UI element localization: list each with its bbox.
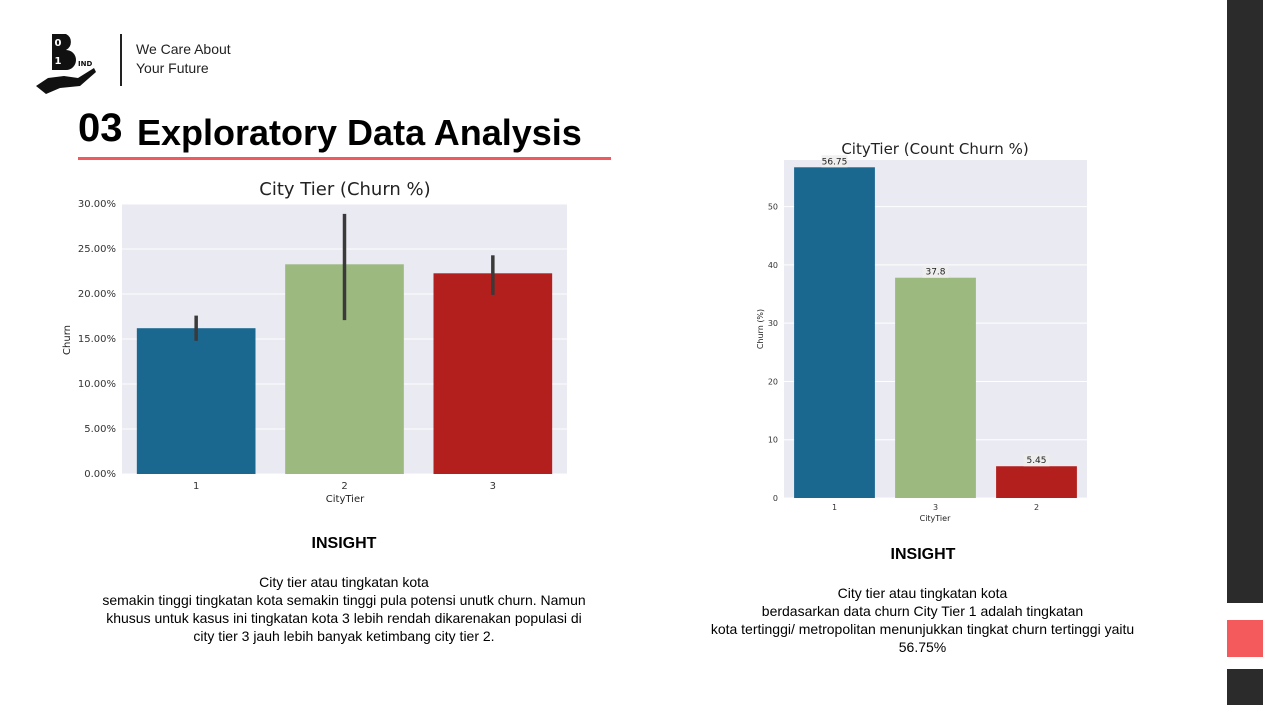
insight-left-line-4: city tier 3 jauh lebih banyak ketimbang … [193, 628, 495, 644]
chart-left-bar-3 [433, 273, 553, 474]
chart-left-ytick-label: 30.00% [78, 199, 116, 210]
chart-right-xtick-label: 2 [1034, 503, 1039, 512]
chart-right-xlabel: CityTier [920, 514, 951, 523]
chart-left-title: City Tier (Churn %) [259, 179, 430, 200]
insight-right-heading: INSIGHT [890, 546, 956, 563]
insight-left-heading: INSIGHT [311, 535, 377, 552]
chart-left-ylabel: Churn [62, 325, 73, 355]
chart-left-ytick-label: 0.00% [84, 469, 116, 480]
chart-right-bar-1 [794, 167, 875, 498]
chart-right-xtick-label: 3 [933, 503, 938, 512]
logo-divider [120, 34, 122, 86]
chart-city-tier-churn: City Tier (Churn %) CityTier Churn 0.00%… [62, 179, 567, 505]
chart-left-ytick-label: 20.00% [78, 289, 116, 300]
logo-digit-top: 0 [55, 38, 62, 49]
side-bar-accent [1227, 620, 1263, 657]
insight-right-line-1: City tier atau tingkatan kota [837, 585, 1008, 601]
insight-right-line-2: berdasarkan data churn City Tier 1 adala… [761, 603, 1084, 619]
chart-right-data-label-2: 5.45 [1026, 456, 1046, 466]
logo-digit-bottom: 1 [55, 56, 62, 67]
chart-city-tier-count-churn: CityTier (Count Churn %) CityTier Churn … [756, 140, 1087, 523]
chart-right-bar-3 [895, 277, 976, 498]
chart-right-data-label-3: 37.8 [925, 268, 945, 278]
page-title: Exploratory Data Analysis [137, 112, 582, 153]
insight-left-line-3: khusus untuk kasus ini tingkatan kota 3 … [106, 610, 582, 626]
chart-left-ytick-label: 25.00% [78, 244, 116, 255]
chart-left-xlabel: CityTier [326, 494, 365, 505]
tagline-line-2: Your Future [136, 60, 209, 76]
title-underline [78, 157, 611, 160]
chart-right-ytick-label: 50 [768, 203, 778, 212]
chart-right-xtick-label: 1 [832, 503, 837, 512]
insight-left-line-1: City tier atau tingkatan kota [259, 574, 429, 590]
insight-right-line-3: kota tertinggi/ metropolitan menunjukkan… [710, 621, 1135, 637]
chart-left-xtick-label: 2 [341, 481, 347, 492]
chart-right-ytick-label: 10 [768, 436, 778, 445]
insight-right-body: City tier atau tingkatan kota berdasarka… [660, 584, 1185, 656]
chart-right-ytick-label: 0 [773, 494, 778, 503]
chart-right-ytick-label: 20 [768, 377, 778, 386]
chart-right-data-label-bg [821, 155, 848, 168]
company-logo: 0 1 IND [36, 34, 96, 94]
chart-right-ytick-label: 30 [768, 319, 778, 328]
insight-left-line-2: semakin tinggi tingkatan kota semakin ti… [102, 592, 586, 608]
chart-right-ylabel: Churn (%) [756, 309, 765, 349]
chart-right-title: CityTier (Count Churn %) [841, 140, 1028, 158]
side-bar-dark-bottom [1227, 669, 1263, 705]
chart-right-ytick-label: 40 [768, 261, 778, 270]
chart-left-xtick-label: 3 [490, 481, 496, 492]
chart-left-ytick-label: 5.00% [84, 424, 116, 435]
section-number: 03 [78, 106, 123, 150]
insight-right-line-4: 56.75% [898, 639, 947, 655]
tagline: We Care About Your Future [136, 40, 231, 78]
chart-right-data-label-bg [922, 265, 949, 278]
insight-left-body: City tier atau tingkatan kota semakin ti… [55, 573, 633, 645]
chart-right-data-label-1: 56.75 [822, 157, 848, 167]
chart-left-ytick-label: 10.00% [78, 379, 116, 390]
tagline-line-1: We Care About [136, 41, 231, 57]
logo-suffix: IND [78, 60, 92, 68]
chart-right-bar-2 [996, 466, 1077, 498]
chart-left-xtick-label: 1 [193, 481, 199, 492]
chart-left-ytick-label: 15.00% [78, 334, 116, 345]
chart-right-data-label-bg [1023, 454, 1050, 467]
side-bar-dark-top [1227, 0, 1263, 603]
chart-left-bar-1 [136, 328, 256, 474]
